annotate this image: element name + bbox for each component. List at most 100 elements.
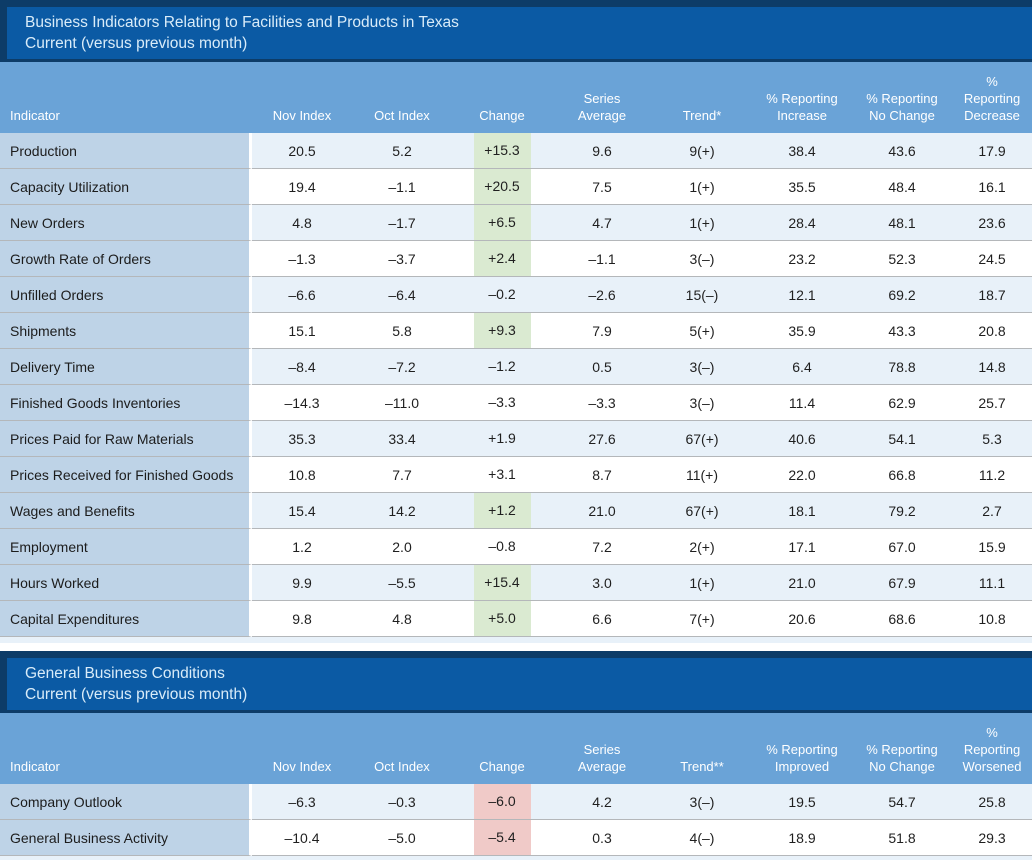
- pct-no-change-cell: 69.2: [852, 277, 952, 313]
- series-average-cell: 21.0: [552, 493, 652, 529]
- pct-reporting-down-cell: 16.1: [952, 169, 1032, 205]
- nov-index-cell: 15.1: [252, 313, 352, 349]
- nov-index-cell: –6.3: [252, 784, 352, 820]
- pct-no-change-cell: 48.4: [852, 169, 952, 205]
- change-cell: +20.5: [452, 169, 552, 205]
- table2-tail-strip: [0, 856, 1032, 860]
- pct-no-change-cell: 79.2: [852, 493, 952, 529]
- oct-index-cell: –5.5: [352, 565, 452, 601]
- pct-no-change-cell: 43.3: [852, 313, 952, 349]
- change-cell: –5.4: [452, 820, 552, 856]
- series-average-cell: –2.6: [552, 277, 652, 313]
- column-header-trend: Trend**: [652, 713, 752, 784]
- indicator-cell: Delivery Time: [0, 349, 252, 385]
- change-highlight: –0.8: [488, 538, 516, 554]
- column-header-indicator: Indicator: [0, 713, 252, 784]
- table-row: Production 20.5 5.2 +15.3 9.6 9(+) 38.4 …: [0, 133, 1032, 169]
- pct-reporting-down-cell: 11.2: [952, 457, 1032, 493]
- trend-cell: 11(+): [652, 457, 752, 493]
- change-highlight: +20.5: [473, 169, 531, 204]
- table-row: Growth Rate of Orders –1.3 –3.7 +2.4 –1.…: [0, 241, 1032, 277]
- pct-reporting-up-cell: 11.4: [752, 385, 852, 421]
- nov-index-cell: 35.3: [252, 421, 352, 457]
- business-indicators-table: Indicator Nov Index Oct Index Change Ser…: [0, 62, 1032, 637]
- indicator-cell: Prices Received for Finished Goods: [0, 457, 252, 493]
- nov-index-cell: –6.6: [252, 277, 352, 313]
- series-average-cell: 4.2: [552, 784, 652, 820]
- pct-no-change-cell: 51.8: [852, 820, 952, 856]
- trend-cell: 3(–): [652, 349, 752, 385]
- pct-reporting-down-cell: 15.9: [952, 529, 1032, 565]
- pct-reporting-up-cell: 12.1: [752, 277, 852, 313]
- pct-no-change-cell: 54.1: [852, 421, 952, 457]
- change-highlight: +15.4: [473, 565, 531, 600]
- pct-reporting-up-cell: 21.0: [752, 565, 852, 601]
- change-highlight: –1.2: [488, 358, 516, 374]
- nov-index-cell: 19.4: [252, 169, 352, 205]
- change-highlight: –3.3: [488, 394, 516, 410]
- change-cell: +9.3: [452, 313, 552, 349]
- pct-reporting-up-cell: 38.4: [752, 133, 852, 169]
- trend-cell: 1(+): [652, 565, 752, 601]
- pct-reporting-down-cell: 18.7: [952, 277, 1032, 313]
- change-cell: +3.1: [452, 457, 552, 493]
- pct-reporting-up-cell: 35.9: [752, 313, 852, 349]
- table2-header: Indicator Nov Index Oct Index Change Ser…: [0, 713, 1032, 784]
- nov-index-cell: 4.8: [252, 205, 352, 241]
- column-header-oct-index: Oct Index: [352, 62, 452, 133]
- series-average-cell: 0.5: [552, 349, 652, 385]
- pct-reporting-up-cell: 22.0: [752, 457, 852, 493]
- pct-reporting-up-cell: 28.4: [752, 205, 852, 241]
- pct-reporting-up-cell: 6.4: [752, 349, 852, 385]
- series-average-cell: 4.7: [552, 205, 652, 241]
- column-header-series-average: Series Average: [552, 713, 652, 784]
- series-average-cell: –1.1: [552, 241, 652, 277]
- indicator-cell: General Business Activity: [0, 820, 252, 856]
- change-cell: –3.3: [452, 385, 552, 421]
- series-average-cell: 8.7: [552, 457, 652, 493]
- pct-no-change-cell: 78.8: [852, 349, 952, 385]
- nov-index-cell: 20.5: [252, 133, 352, 169]
- column-header-series-average: Series Average: [552, 62, 652, 133]
- pct-no-change-cell: 54.7: [852, 784, 952, 820]
- change-cell: –0.2: [452, 277, 552, 313]
- table2-title: General Business Conditions: [25, 665, 225, 682]
- pct-reporting-down-cell: 24.5: [952, 241, 1032, 277]
- nov-index-cell: 9.8: [252, 601, 352, 637]
- trend-cell: 67(+): [652, 421, 752, 457]
- indicator-cell: Production: [0, 133, 252, 169]
- table-row: Company Outlook –6.3 –0.3 –6.0 4.2 3(–) …: [0, 784, 1032, 820]
- nov-index-cell: –14.3: [252, 385, 352, 421]
- change-highlight: –5.4: [473, 820, 531, 855]
- pct-reporting-down-cell: 2.7: [952, 493, 1032, 529]
- trend-cell: 3(–): [652, 241, 752, 277]
- table1-title-bar: Business Indicators Relating to Faciliti…: [0, 0, 1032, 62]
- series-average-cell: –3.3: [552, 385, 652, 421]
- indicator-cell: Capital Expenditures: [0, 601, 252, 637]
- change-cell: +15.4: [452, 565, 552, 601]
- table2-subtitle: Current (versus previous month): [25, 686, 248, 703]
- pct-no-change-cell: 66.8: [852, 457, 952, 493]
- indicator-cell: Employment: [0, 529, 252, 565]
- column-header-nov-index: Nov Index: [252, 713, 352, 784]
- oct-index-cell: 4.8: [352, 601, 452, 637]
- column-header-pct-worsened: % Reporting Worsened: [952, 713, 1032, 784]
- pct-reporting-down-cell: 14.8: [952, 349, 1032, 385]
- pct-reporting-up-cell: 40.6: [752, 421, 852, 457]
- table2-body: Company Outlook –6.3 –0.3 –6.0 4.2 3(–) …: [0, 784, 1032, 856]
- pct-no-change-cell: 68.6: [852, 601, 952, 637]
- oct-index-cell: –7.2: [352, 349, 452, 385]
- change-cell: +1.2: [452, 493, 552, 529]
- table1-title: Business Indicators Relating to Faciliti…: [25, 14, 459, 31]
- change-cell: +15.3: [452, 133, 552, 169]
- oct-index-cell: –1.1: [352, 169, 452, 205]
- pct-no-change-cell: 67.9: [852, 565, 952, 601]
- series-average-cell: 27.6: [552, 421, 652, 457]
- pct-reporting-down-cell: 25.7: [952, 385, 1032, 421]
- table-row: Prices Paid for Raw Materials 35.3 33.4 …: [0, 421, 1032, 457]
- series-average-cell: 7.2: [552, 529, 652, 565]
- change-highlight: +9.3: [473, 313, 531, 348]
- trend-cell: 3(–): [652, 784, 752, 820]
- oct-index-cell: 7.7: [352, 457, 452, 493]
- column-header-trend: Trend*: [652, 62, 752, 133]
